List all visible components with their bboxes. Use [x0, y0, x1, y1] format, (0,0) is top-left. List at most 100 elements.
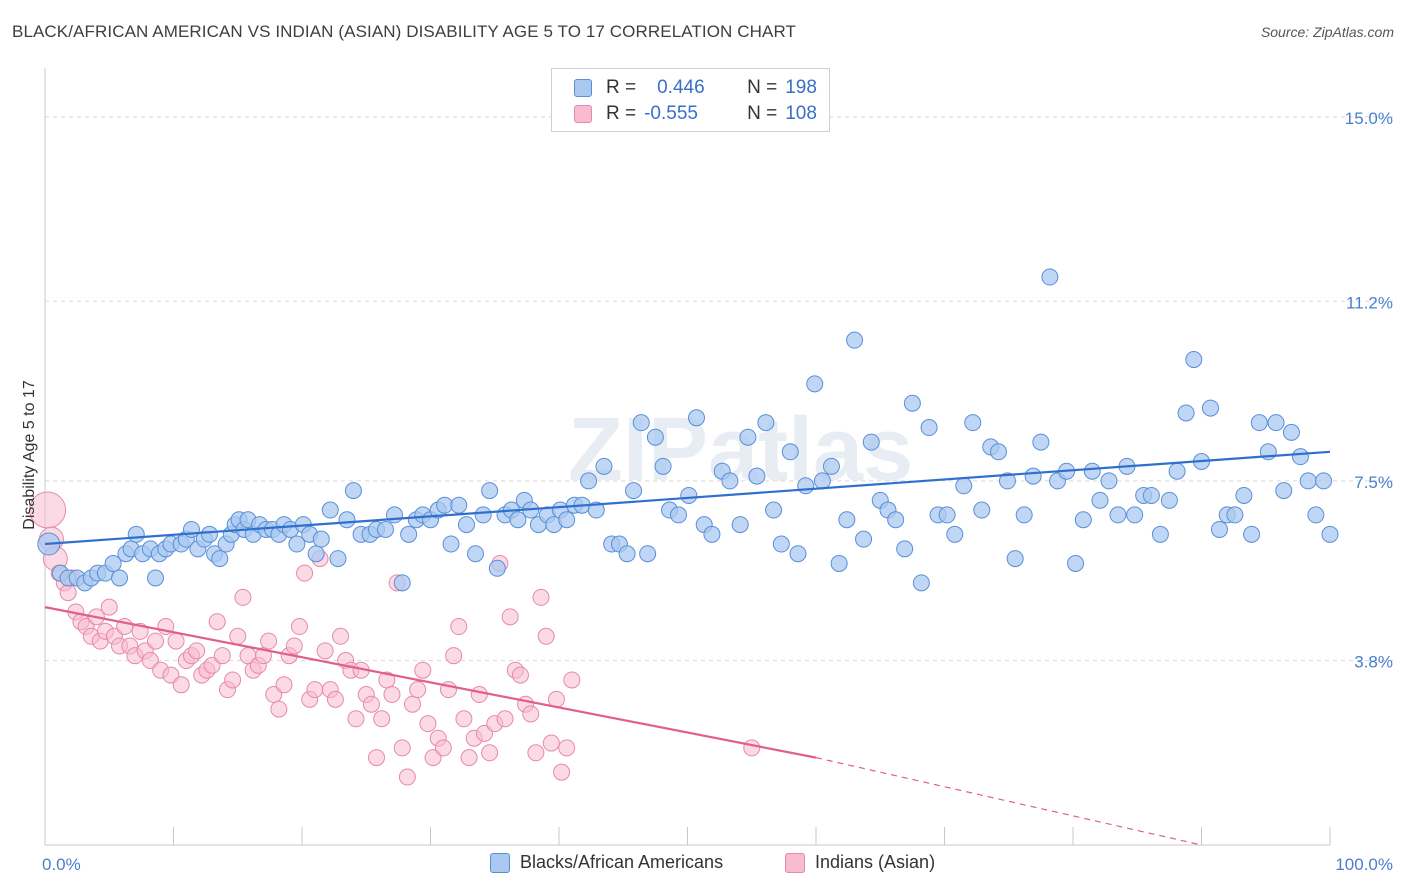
data-point-indians [414, 661, 432, 679]
legend-n-value: 108 [785, 103, 817, 124]
data-point-blacks [1299, 472, 1317, 490]
data-point-blacks [989, 443, 1007, 461]
data-point-indians [368, 749, 386, 767]
data-point-indians [393, 739, 411, 757]
legend-r-label: R = [606, 77, 637, 98]
chart-title: BLACK/AFRICAN AMERICAN VS INDIAN (ASIAN)… [12, 22, 796, 41]
data-point-indians [532, 588, 550, 606]
data-point-blacks [703, 525, 721, 543]
data-point-blacks [838, 511, 856, 529]
data-point-blacks [587, 501, 605, 519]
data-point-blacks [1041, 268, 1059, 286]
data-point-blacks [474, 506, 492, 524]
data-point-indians [563, 671, 581, 689]
data-point-indians [270, 700, 288, 718]
data-point-indians [743, 739, 761, 757]
data-point-blacks [457, 516, 475, 534]
data-point-blacks [625, 482, 643, 500]
data-point-blacks [580, 472, 598, 490]
data-point-indians [542, 734, 560, 752]
data-point-indians [100, 598, 118, 616]
data-point-blacks [1250, 414, 1268, 432]
data-point-indians [460, 749, 478, 767]
data-point-blacks [127, 525, 145, 543]
data-point-blacks [887, 511, 905, 529]
data-point-blacks [1210, 520, 1228, 538]
data-point-indians [373, 710, 391, 728]
data-point-indians [275, 676, 293, 694]
data-point-blacks [912, 574, 930, 592]
data-point-blacks [1032, 433, 1050, 451]
data-point-blacks [731, 516, 749, 534]
data-point-indians [434, 739, 452, 757]
data-point-indians [147, 632, 165, 650]
data-point-blacks [938, 506, 956, 524]
data-point-blacks [781, 443, 799, 461]
data-point-blacks [558, 511, 576, 529]
data-point-blacks [338, 511, 356, 529]
x-tick-label: 0.0% [42, 855, 81, 874]
data-point-blacks [757, 414, 775, 432]
legend-swatch-blue [574, 79, 592, 97]
data-point-indians [419, 715, 437, 733]
data-point-blacks [307, 545, 325, 563]
data-point-indians [553, 763, 571, 781]
data-point-indians [409, 681, 427, 699]
data-point-blacks [772, 535, 790, 553]
data-point-indians [296, 564, 314, 582]
data-point-indians [455, 710, 473, 728]
data-point-indians [398, 768, 416, 786]
data-point-indians [316, 642, 334, 660]
data-point-blacks [329, 550, 347, 568]
bottom-legend-label: Blacks/African Americans [520, 852, 724, 872]
data-point-blacks [973, 501, 991, 519]
data-point-blacks [846, 331, 864, 349]
data-point-blacks [1321, 525, 1339, 543]
data-point-blacks [1291, 448, 1309, 466]
data-point-blacks [393, 574, 411, 592]
data-point-indians [306, 681, 324, 699]
legend-swatch-pink [574, 105, 592, 123]
data-point-blacks [680, 486, 698, 504]
data-point-blacks [1151, 525, 1169, 543]
x-tick-label: 100.0% [1335, 855, 1393, 874]
data-point-blacks [998, 472, 1016, 490]
legend-n-label: N = [747, 77, 778, 98]
data-point-blacks [964, 414, 982, 432]
data-point-indians [445, 647, 463, 665]
data-point-blacks [855, 530, 873, 548]
y-axis-label: Disability Age 5 to 17 [21, 380, 38, 530]
data-point-indians [234, 588, 252, 606]
y-tick-label: 11.2% [1346, 293, 1393, 312]
data-point-indians [527, 744, 545, 762]
data-point-blacks [400, 525, 418, 543]
data-point-indians [558, 739, 576, 757]
data-point-blacks [1185, 351, 1203, 369]
data-point-blacks [639, 545, 657, 563]
data-point-blacks [595, 457, 613, 475]
data-point-blacks [104, 554, 122, 572]
legend-r-value: -0.555 [644, 103, 698, 124]
data-point-blacks [813, 472, 831, 490]
trend-line-blacks [44, 450, 1331, 546]
y-tick-label: 7.5% [1354, 473, 1393, 492]
data-point-blacks [344, 482, 362, 500]
stats-legend: R = 0.446 N = 198 R = -0.555 N = 108 [551, 68, 830, 132]
data-point-blacks [442, 535, 460, 553]
data-point-indians [290, 618, 308, 636]
series-blacks-points [37, 268, 1339, 592]
data-point-blacks [481, 482, 499, 500]
data-point-indians [224, 671, 242, 689]
data-point-indians [481, 744, 499, 762]
data-point-blacks [466, 545, 484, 563]
data-point-blacks [377, 520, 395, 538]
legend-row-indians: R = -0.555 N = 108 [574, 103, 817, 125]
legend-n-value: 198 [785, 77, 817, 98]
data-point-blacks [748, 467, 766, 485]
data-point-blacks [806, 375, 824, 393]
data-point-blacks [1006, 550, 1024, 568]
data-point-blacks [111, 569, 129, 587]
data-point-blacks [618, 545, 636, 563]
trend-line-indians-extension [815, 757, 1202, 846]
